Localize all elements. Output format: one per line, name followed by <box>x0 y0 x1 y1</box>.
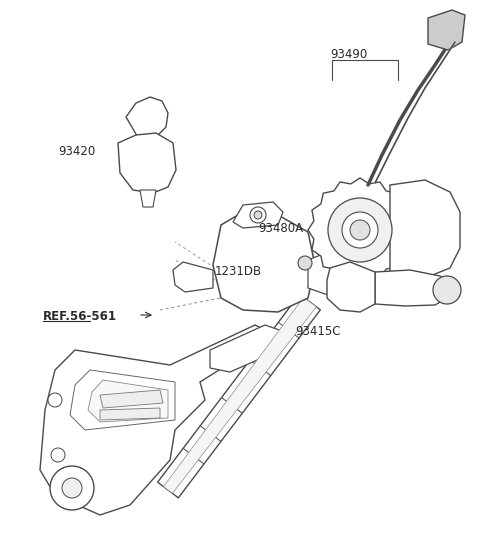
Circle shape <box>254 211 262 219</box>
Polygon shape <box>140 190 156 207</box>
Polygon shape <box>308 178 412 282</box>
Polygon shape <box>428 10 465 50</box>
Polygon shape <box>164 297 316 493</box>
Polygon shape <box>173 262 213 292</box>
Circle shape <box>51 448 65 462</box>
Text: 93415C: 93415C <box>295 325 340 338</box>
Polygon shape <box>210 325 285 372</box>
Polygon shape <box>100 390 163 408</box>
Circle shape <box>298 256 312 270</box>
Circle shape <box>250 207 266 223</box>
Polygon shape <box>390 180 460 278</box>
Circle shape <box>342 212 378 248</box>
Circle shape <box>62 478 82 498</box>
Polygon shape <box>375 270 450 306</box>
Text: 93420: 93420 <box>58 145 95 158</box>
Polygon shape <box>88 380 168 422</box>
Text: REF.56-561: REF.56-561 <box>43 310 117 323</box>
Polygon shape <box>70 370 175 430</box>
Circle shape <box>48 393 62 407</box>
Text: 93490: 93490 <box>330 48 367 61</box>
Polygon shape <box>233 202 283 228</box>
Circle shape <box>350 220 370 240</box>
Polygon shape <box>100 408 160 420</box>
Polygon shape <box>308 252 335 295</box>
Circle shape <box>328 198 392 262</box>
Circle shape <box>50 466 94 510</box>
Circle shape <box>433 276 461 304</box>
Polygon shape <box>213 212 315 312</box>
Polygon shape <box>157 294 320 498</box>
Text: 93480A: 93480A <box>258 222 303 235</box>
Polygon shape <box>118 133 176 193</box>
Text: 1231DB: 1231DB <box>215 265 262 278</box>
Polygon shape <box>126 97 168 141</box>
Polygon shape <box>40 325 275 515</box>
Polygon shape <box>327 262 375 312</box>
